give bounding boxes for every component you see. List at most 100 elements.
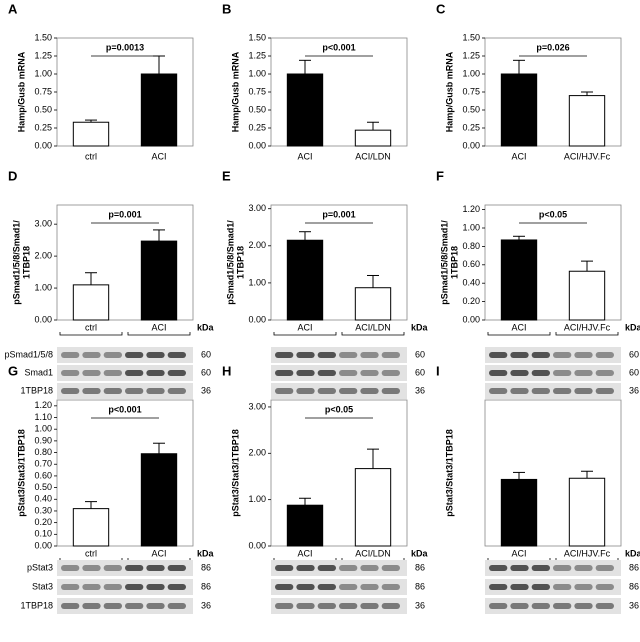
bar [354,468,392,547]
blot-band [595,370,614,376]
y-tick-label: 0.75 [34,86,52,96]
y-tick-label: 0.00 [462,140,480,150]
y-axis-label: Hamp/Gusb mRNA [16,51,26,132]
x-tick-label: ACI [151,151,166,161]
blot-kda: 36 [415,600,425,610]
y-axis-label: Hamp/Gusb mRNA [230,51,240,132]
blot-band [510,352,529,358]
y-tick-label: 0.50 [34,104,52,114]
blot-band [360,352,379,358]
blot-kda: 86 [201,581,211,591]
group-bracket [127,332,191,336]
y-tick-label: 1.25 [248,50,266,60]
y-tick-label: 1.00 [248,68,266,78]
bar [500,73,538,147]
x-tick-label: ACI/LDN [355,322,391,332]
panel-letter: D [8,168,17,183]
blot-band [339,370,358,376]
blot-band [317,603,336,609]
y-tick-label: 0.20 [462,296,480,306]
blot-kda: 36 [629,600,639,610]
plot-frame [56,204,194,321]
y-tick-label: 3.00 [248,203,266,213]
bar [500,239,538,321]
x-tick-label: ACI/LDN [355,548,391,558]
p-value: p=0.001 [108,209,141,219]
y-axis-label: Hamp/Gusb mRNA [444,51,454,132]
blot-label: 1TBP18 [20,385,53,395]
blot-band [339,565,358,571]
blot-kda: 86 [415,581,425,591]
x-tick-label: ACI/HJV.Fc [564,151,611,161]
bar [500,478,538,547]
blot-band [317,370,336,376]
y-tick-label: 0.70 [34,459,52,469]
blot-band [531,584,550,590]
p-value: p<0.001 [108,404,141,414]
blot-band [510,603,529,609]
y-axis-label: pStat3/Stat3/1TBP18 [444,429,454,517]
bar [72,508,110,547]
y-tick-label: 0.00 [248,540,266,550]
y-tick-label: 1.50 [462,32,480,42]
y-tick-label: 2.00 [248,448,266,458]
blot-band [317,584,336,590]
blot-kda: 60 [415,349,425,359]
y-tick-label: 2.00 [248,240,266,250]
bar [72,284,110,321]
y-tick-label: 0.90 [34,435,52,445]
blot-band [531,370,550,376]
blot-label: pStat3 [27,562,53,572]
blot-band [553,565,572,571]
blot-band [103,352,122,358]
blot-band [125,603,144,609]
blot-band [61,584,80,590]
panel-letter: B [222,1,231,16]
y-axis-label: 1TBP18 [21,246,31,279]
y-tick-label: 0.30 [34,505,52,515]
blot-band [360,565,379,571]
blot-band [531,388,550,394]
blot-band [489,565,508,571]
blot-band [146,370,165,376]
p-value: p=0.0013 [106,42,144,52]
blot-band [510,370,529,376]
blot-band [125,584,144,590]
y-tick-label: 1.00 [34,282,52,292]
blot-band [167,565,186,571]
blot-band [275,388,294,394]
y-tick-label: 1.00 [248,494,266,504]
blot-band [146,565,165,571]
bar [286,239,324,321]
panel-letter: I [436,363,440,378]
y-axis-label: pSmad1/5/8/Smad1/ [225,220,235,305]
kda-label: kDa [625,322,640,332]
y-tick-label: 0.00 [462,314,480,324]
blot-band [125,565,144,571]
panel-letter: F [436,168,444,183]
x-tick-label: ctrl [85,548,97,558]
blot-label: 1TBP18 [20,600,53,610]
group-bracket [59,332,123,336]
y-axis-label: pStat3/Stat3/1TBP18 [16,429,26,517]
p-value: p<0.001 [322,42,355,52]
x-tick-label: ctrl [85,322,97,332]
y-tick-label: 1.10 [34,412,52,422]
plot-frame [484,204,622,321]
blot-band [553,352,572,358]
x-tick-label: ACI [151,548,166,558]
y-tick-label: 1.00 [462,68,480,78]
kda-label: kDa [197,548,215,558]
bar [568,270,606,321]
bar [568,477,606,547]
blot-band [595,584,614,590]
blot-image [485,347,621,363]
blot-band [360,584,379,590]
group-bracket [487,332,551,336]
y-tick-label: 0.40 [34,494,52,504]
bar [72,121,110,147]
blot-band [296,584,315,590]
y-tick-label: 0.80 [34,447,52,457]
y-tick-label: 0.25 [34,122,52,132]
